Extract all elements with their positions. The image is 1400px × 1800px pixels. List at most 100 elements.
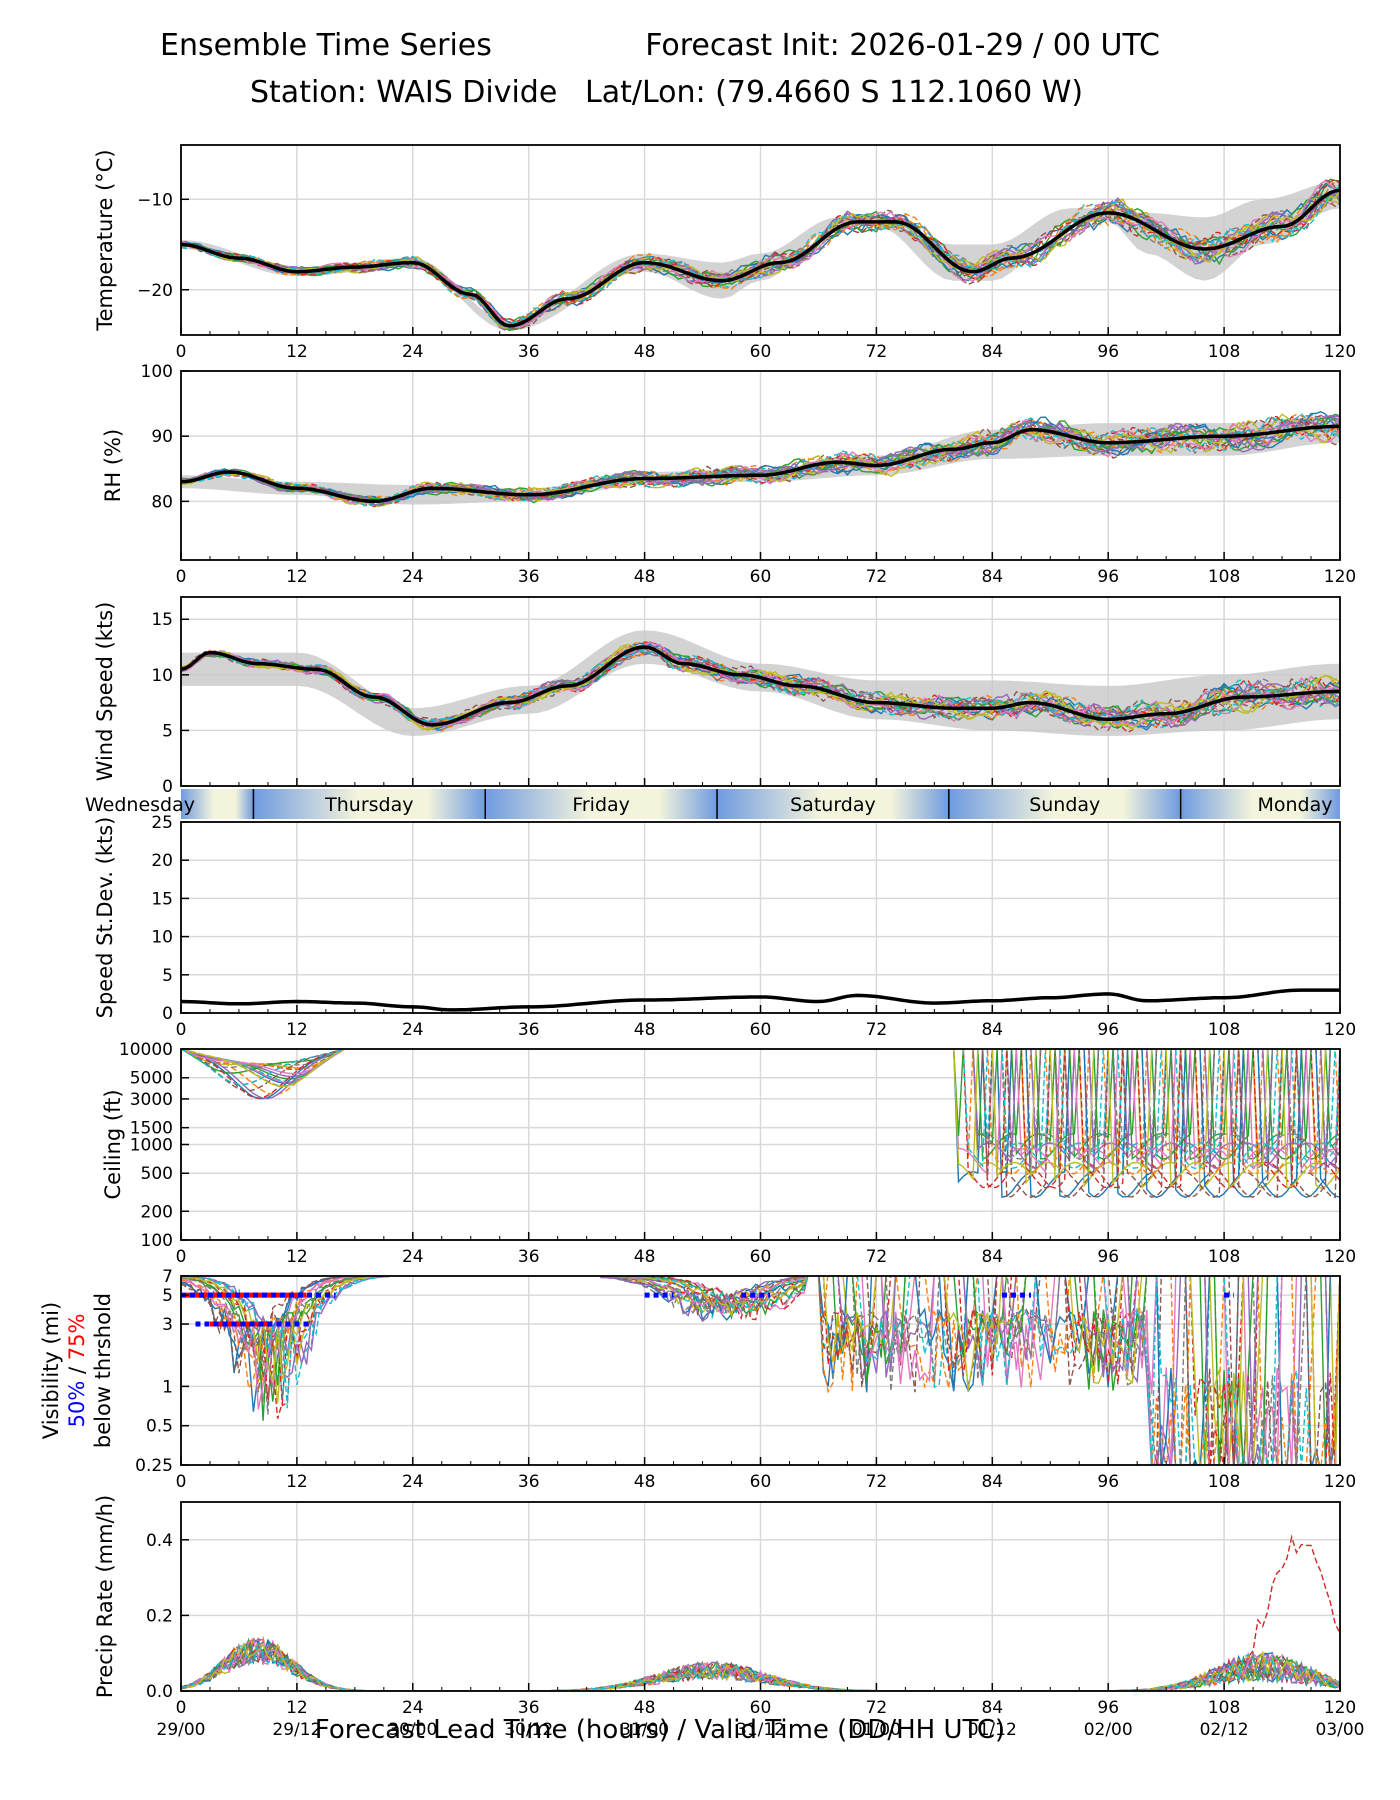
ensemble-member-line: [181, 1639, 1340, 1691]
ensemble-member-line: [181, 1049, 1340, 1175]
y-tick-label: 15: [151, 889, 173, 909]
ensemble-member-line: [181, 648, 1340, 728]
ensemble-member-line: [181, 1276, 1331, 1465]
x-tick-label: 120: [1324, 1472, 1356, 1492]
y-tick-label: 0.25: [135, 1456, 173, 1476]
legend-caption: below thrshold: [91, 1293, 115, 1448]
x-tick-label: 36: [518, 1020, 540, 1040]
day-band-segment: [948, 789, 1181, 819]
x-tick-label: 120: [1324, 1247, 1356, 1267]
y-tick-label: −10: [137, 190, 173, 210]
y-tick-label: 10: [151, 928, 173, 948]
day-label: Monday: [1257, 794, 1332, 816]
x-tick-label: 96: [1097, 567, 1119, 587]
x-tick-label: 12: [286, 1698, 308, 1718]
y-tick-label: 5: [162, 721, 173, 741]
x-tick-label: 48: [634, 1020, 656, 1040]
y-tick-label: 500: [141, 1164, 173, 1184]
x-tick-label: 48: [634, 567, 656, 587]
ensemble-member-line: [181, 189, 1340, 329]
x-tick-label: 120: [1324, 1698, 1356, 1718]
y-tick-label: 1: [162, 1377, 173, 1397]
threshold-legend: 50% / 75%: [65, 1314, 89, 1428]
x-tick-label: 24: [402, 1020, 424, 1040]
x-tick-label: 120: [1324, 567, 1356, 587]
valid-time-label: 03/00: [1316, 1720, 1365, 1740]
y-tick-label: 20: [151, 851, 173, 871]
ensemble-member-line: [181, 196, 1340, 331]
x-tick-label: 12: [286, 1020, 308, 1040]
y-axis-title: Temperature (°C): [93, 149, 117, 331]
day-label: Wednesday: [85, 794, 195, 816]
x-tick-label: 36: [518, 1698, 540, 1718]
ensemble-member-line: [181, 1049, 1340, 1199]
y-tick-label: 0: [162, 1004, 173, 1024]
x-tick-label: 84: [981, 1472, 1003, 1492]
ceiling-data: [181, 1049, 1340, 1199]
x-tick-label: 36: [518, 1247, 540, 1267]
y-tick-label: 5000: [130, 1069, 173, 1089]
chart-title-left: Ensemble Time Series: [160, 28, 492, 63]
day-label: Saturday: [790, 794, 876, 816]
visibility-axis-label: Visibility (mi) 50% / 75% below thrshold: [39, 1293, 115, 1448]
ensemble-mean-line: [181, 424, 1340, 504]
ensemble-member-line: [181, 1049, 1340, 1176]
x-tick-label: 36: [518, 342, 540, 362]
y-axis-title: Visibility (mi): [39, 1302, 63, 1439]
day-label: Sunday: [1029, 794, 1100, 816]
day-band-segment: [1180, 789, 1340, 819]
x-tick-label: 84: [981, 1020, 1003, 1040]
y-tick-label: 0.5: [146, 1417, 173, 1437]
valid-time-label: 01/00: [852, 1720, 901, 1740]
rh-data: [181, 410, 1340, 508]
station-title: Station: WAIS Divide: [250, 75, 558, 110]
y-tick-label: 3: [162, 1315, 173, 1335]
y-tick-label: 0.2: [146, 1606, 173, 1626]
x-tick-label: 48: [634, 342, 656, 362]
x-tick-label: 24: [402, 1247, 424, 1267]
legend-75-text: 75%: [65, 1314, 89, 1361]
valid-time-label: 30/12: [504, 1720, 553, 1740]
day-label: Friday: [572, 794, 630, 816]
x-tick-label: 96: [1097, 1698, 1119, 1718]
legend-50-text: 50%: [65, 1381, 89, 1428]
x-tick-label: 60: [750, 342, 772, 362]
x-tick-label: 12: [286, 1472, 308, 1492]
legend-separator: /: [65, 1360, 89, 1380]
x-tick-label: 0: [176, 1472, 187, 1492]
ensemble-member-line: [181, 1049, 1340, 1199]
day-band-segment: [485, 789, 718, 819]
x-tick-label: 72: [866, 1247, 888, 1267]
x-tick-label: 0: [176, 1247, 187, 1267]
x-tick-label: 0: [176, 342, 187, 362]
x-tick-label: 24: [402, 342, 424, 362]
x-tick-label: 12: [286, 567, 308, 587]
y-tick-label: 5: [162, 1286, 173, 1306]
y-axis-title: RH (%): [101, 429, 125, 502]
x-tick-label: 0: [176, 567, 187, 587]
y-tick-label: −20: [137, 281, 173, 301]
x-tick-label: 60: [750, 567, 772, 587]
valid-time-label: 02/12: [1200, 1720, 1249, 1740]
valid-time-label: 31/12: [736, 1720, 785, 1740]
x-tick-label: 24: [402, 1472, 424, 1492]
y-tick-label: 100: [141, 1231, 173, 1251]
speed_stdev-data: [181, 988, 1340, 1012]
y-tick-label: 90: [151, 427, 173, 447]
ensemble-member-line: [181, 1049, 1340, 1174]
ensemble-mean-line: [181, 188, 1340, 328]
y-tick-label: 5: [162, 966, 173, 986]
day-band-segment: [253, 789, 486, 819]
valid-time-label: 31/00: [620, 1720, 669, 1740]
y-tick-label: 100: [141, 362, 173, 382]
x-tick-label: 0: [176, 1698, 187, 1718]
x-tick-label: 24: [402, 567, 424, 587]
day-band-segment: [181, 789, 254, 819]
x-tick-label: 108: [1208, 567, 1240, 587]
x-tick-label: 108: [1208, 342, 1240, 362]
x-tick-label: 108: [1208, 1247, 1240, 1267]
valid-time-label: 30/00: [388, 1720, 437, 1740]
x-tick-label: 0: [176, 1020, 187, 1040]
x-tick-label: 96: [1097, 1020, 1119, 1040]
ensemble-member-line: [181, 1049, 1327, 1189]
